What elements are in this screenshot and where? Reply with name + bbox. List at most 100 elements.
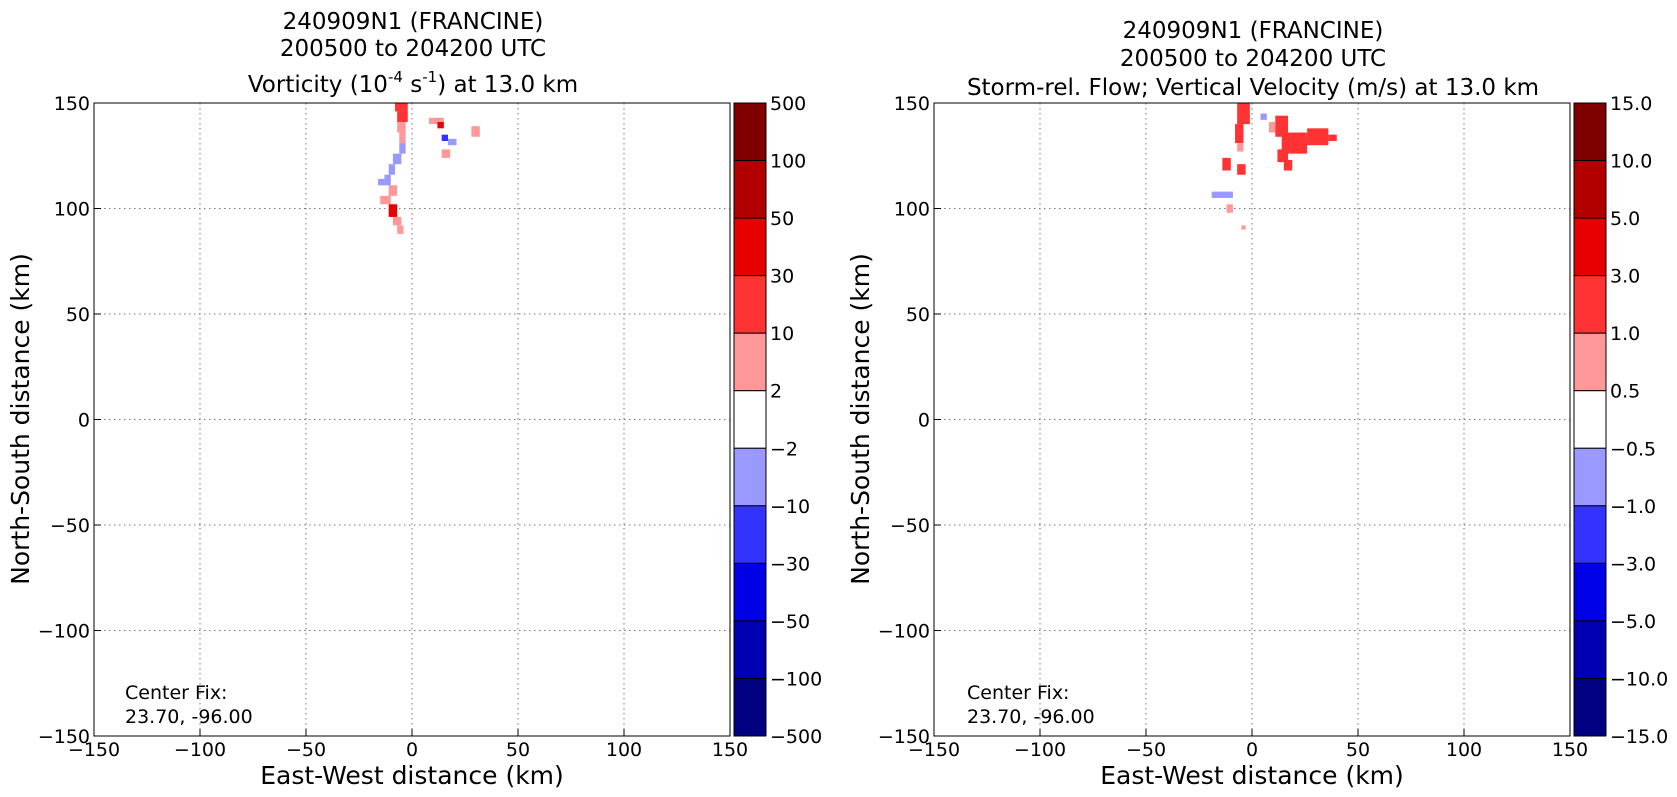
title-part: Vorticity (10 xyxy=(248,72,388,98)
y-tick-label: −50 xyxy=(50,515,90,537)
colorbar-label: −50 xyxy=(770,611,810,633)
vertical-velocity-panel: 240909N1 (FRANCINE) 200500 to 204200 UTC… xyxy=(846,18,1668,790)
colorbar-label: −3.0 xyxy=(1610,553,1656,575)
colorbar-label: 100 xyxy=(770,151,806,173)
data-cell xyxy=(1222,157,1231,171)
data-cell xyxy=(471,126,480,137)
data-cell xyxy=(1237,143,1244,152)
x-tick-label: −50 xyxy=(286,739,326,761)
data-cell xyxy=(1277,149,1289,163)
data-cell xyxy=(1237,164,1246,175)
chart-title-line-2: 200500 to 204200 UTC xyxy=(280,36,546,62)
colorbar-label: 500 xyxy=(770,93,806,115)
data-cell xyxy=(428,117,444,125)
colorbar-segment xyxy=(1573,332,1607,392)
data-cell xyxy=(397,225,404,234)
data-cell xyxy=(1283,159,1293,171)
data-cell xyxy=(437,121,444,129)
data-cells xyxy=(1211,103,1337,230)
colorbar-label: 30 xyxy=(770,266,794,288)
chart-title-line-1: 240909N1 (FRANCINE) xyxy=(1123,18,1384,44)
y-tick-label: 150 xyxy=(54,93,90,115)
colorbar-label: 1.0 xyxy=(1610,323,1640,345)
y-axis-label: North-South distance (km) xyxy=(846,253,875,585)
colorbar-segment xyxy=(1573,102,1607,162)
y-tick-label: −150 xyxy=(38,726,90,748)
y-tick-label: 50 xyxy=(906,304,930,326)
title-part: ) at 13.0 km xyxy=(437,72,578,98)
data-cell xyxy=(1241,225,1246,230)
colorbar-label: 3.0 xyxy=(1610,266,1640,288)
colorbar-label: 10 xyxy=(770,323,794,345)
colorbar-label: −10.0 xyxy=(1610,668,1668,690)
x-tick-label: −100 xyxy=(174,739,226,761)
y-tick-label: −150 xyxy=(878,726,930,748)
x-tick-label: 100 xyxy=(1446,739,1482,761)
colorbar-label: −1.0 xyxy=(1610,496,1656,518)
data-cell xyxy=(1307,128,1329,146)
x-axis-label: East-West distance (km) xyxy=(260,761,564,790)
colorbar-segment xyxy=(1573,620,1607,679)
colorbar-segment xyxy=(733,332,767,392)
x-tick-label: 0 xyxy=(406,739,418,761)
chart-title-line-2: 200500 to 204200 UTC xyxy=(1120,46,1386,72)
colorbar-segment xyxy=(733,390,767,449)
data-cell xyxy=(1235,124,1244,144)
data-cell xyxy=(397,121,406,133)
colorbar-segment xyxy=(733,447,767,507)
data-cell xyxy=(441,149,451,158)
data-cell xyxy=(384,174,391,186)
y-tick-label: 150 xyxy=(894,93,930,115)
x-tick-label: −150 xyxy=(908,739,960,761)
x-tick-label: 100 xyxy=(606,739,642,761)
colorbar-label: 10.0 xyxy=(1610,151,1652,173)
colorbar: 15.0 10.0 5.0 3.0 1.0 0.5 −0.5 −1.0 −3.0 −5.0 −10.… xyxy=(1573,93,1668,748)
grid-lines xyxy=(934,103,1570,736)
data-cell xyxy=(1281,132,1308,154)
y-tick-label: 100 xyxy=(894,199,930,221)
y-ticks: −150 −100 −50 0 50 100 150 xyxy=(38,93,101,748)
colorbar-segment xyxy=(733,102,767,162)
data-cell xyxy=(388,185,398,196)
data-cell xyxy=(1211,191,1233,198)
colorbar-segment xyxy=(733,505,767,564)
data-cell xyxy=(397,111,408,122)
title-part: s xyxy=(403,72,422,98)
colorbar-segment xyxy=(733,275,767,334)
data-cell xyxy=(399,143,406,154)
chart-title-line-3: Storm-rel. Flow; Vertical Velocity (m/s)… xyxy=(967,75,1539,101)
title-superscript: -1 xyxy=(422,68,437,86)
y-tick-label: 100 xyxy=(54,199,90,221)
x-ticks: −150 −100 −50 0 50 100 150 xyxy=(68,729,748,761)
colorbar-label: −2 xyxy=(770,438,798,460)
colorbar-segment xyxy=(1573,447,1607,507)
colorbar-label: −0.5 xyxy=(1610,438,1656,460)
data-cell xyxy=(1328,134,1337,141)
colorbar-segment xyxy=(733,677,767,737)
data-cell xyxy=(448,138,457,146)
y-tick-label: −50 xyxy=(890,515,930,537)
x-axis-label: East-West distance (km) xyxy=(1100,761,1404,790)
data-cell xyxy=(399,132,406,144)
y-tick-label: −100 xyxy=(878,621,930,643)
colorbar-label: 5.0 xyxy=(1610,208,1640,230)
y-axis-label: North-South distance (km) xyxy=(6,253,35,585)
colorbar-segment xyxy=(1573,217,1607,277)
y-tick-label: 50 xyxy=(66,304,90,326)
colorbar-segment xyxy=(733,562,767,622)
data-cell xyxy=(1237,103,1250,125)
colorbar-label: 0.5 xyxy=(1610,381,1640,403)
colorbar-segment xyxy=(1573,677,1607,737)
y-ticks: −150 −100 −50 0 50 100 150 xyxy=(878,93,941,748)
chart-title-line-1: 240909N1 (FRANCINE) xyxy=(283,9,544,35)
colorbar-label: −500 xyxy=(770,726,822,748)
center-fix-value: 23.70, -96.00 xyxy=(967,706,1095,728)
x-tick-label: 150 xyxy=(1552,739,1588,761)
y-tick-label: 0 xyxy=(78,410,90,432)
data-cell xyxy=(1260,113,1267,120)
colorbar-label: 15.0 xyxy=(1610,93,1652,115)
x-tick-label: −150 xyxy=(68,739,120,761)
colorbar-label: 2 xyxy=(770,381,782,403)
y-tick-label: −100 xyxy=(38,621,90,643)
x-tick-label: 150 xyxy=(712,739,748,761)
